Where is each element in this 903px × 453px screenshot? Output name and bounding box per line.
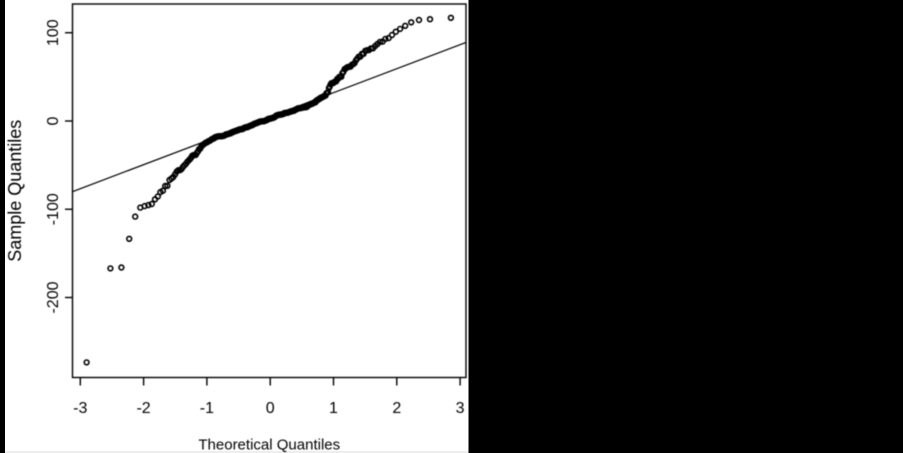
data-point <box>159 187 167 194</box>
y-tick-label: 0 <box>45 116 62 125</box>
data-point <box>402 22 409 29</box>
data-point <box>132 213 139 220</box>
data-point <box>382 35 389 43</box>
x-tick-label: -1 <box>200 400 214 417</box>
x-axis: -3 -2 -1 0 1 2 3 <box>73 377 465 417</box>
data-point <box>107 265 114 272</box>
y-tick-label: -200 <box>45 281 62 313</box>
data-point <box>447 14 455 21</box>
y-axis-title: Sample Quantiles <box>5 120 25 262</box>
data-point <box>396 25 404 33</box>
plot-box <box>71 3 467 379</box>
data-point <box>125 235 133 243</box>
data-point <box>164 182 171 190</box>
data-point <box>408 19 415 26</box>
data-point <box>385 34 392 42</box>
data-point <box>426 16 434 23</box>
data-point <box>338 73 345 80</box>
data-points <box>83 14 455 366</box>
x-tick-label: 2 <box>392 400 401 417</box>
y-tick-label: -100 <box>45 193 62 225</box>
y-axis: -200 -100 0 100 <box>45 19 73 314</box>
x-tick-label: 1 <box>329 400 338 417</box>
data-point <box>118 264 125 271</box>
x-axis-title: Theoretical Quantiles <box>198 437 340 453</box>
y-tick-label: 100 <box>45 19 62 46</box>
data-point <box>148 200 156 208</box>
x-tick-label: -2 <box>136 400 150 417</box>
data-point <box>83 359 90 366</box>
data-point <box>145 201 152 209</box>
x-tick-label: 3 <box>456 400 465 417</box>
data-point <box>415 16 423 24</box>
plot-area: -3 -2 -1 0 1 2 3 -200 -100 0 100 Theoretical Quan… <box>5 3 467 453</box>
data-point <box>392 28 399 35</box>
data-point <box>154 193 162 200</box>
data-point <box>376 38 384 46</box>
x-tick-label: 0 <box>266 400 275 417</box>
x-tick-label: -3 <box>73 400 87 417</box>
data-point <box>388 31 396 39</box>
